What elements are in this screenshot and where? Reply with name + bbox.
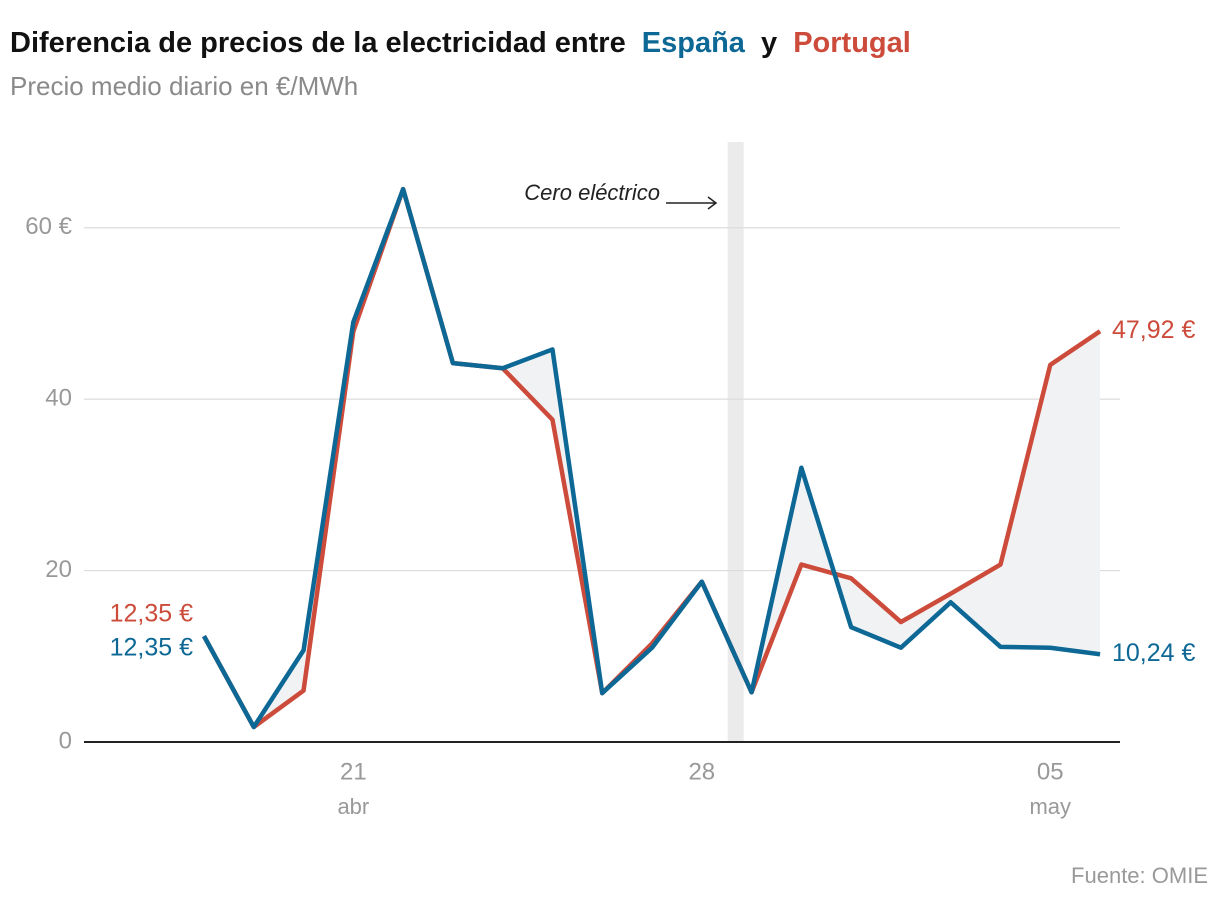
annotation: Cero eléctrico (524, 180, 660, 205)
legend-entry: España (642, 27, 746, 59)
x-tick-sublabel: may (1029, 794, 1071, 819)
value-label: 47,92 € (1112, 316, 1196, 344)
title-text: Diferencia de precios de la electricidad… (10, 27, 626, 59)
chart-subtitle: Precio medio diario en €/MWh (10, 71, 358, 101)
y-tick-label: 60 € (25, 213, 72, 240)
legend-entry: Portugal (793, 27, 911, 59)
y-tick-label: 0 (59, 727, 72, 754)
y-tick-label: 20 (45, 556, 72, 583)
gap-area (204, 189, 1101, 728)
chart-title: Diferencia de precios de la electricidad… (10, 27, 911, 59)
annotation-arrow (666, 196, 718, 210)
x-tick-label: 05 (1037, 758, 1064, 785)
x-tick-label: 28 (688, 758, 715, 785)
x-tick-sublabel: abr (337, 794, 369, 819)
source: Fuente: OMIE (1071, 863, 1208, 888)
highlight-band (727, 142, 744, 742)
value-label: 10,24 € (1112, 639, 1196, 667)
value-label: 12,35 € (110, 634, 194, 662)
series-line (202, 186, 1101, 730)
value-label: 12,35 € (110, 600, 194, 628)
title-text: y (761, 27, 777, 59)
x-tick-label: 21 (340, 758, 367, 785)
y-tick-label: 40 (45, 384, 72, 411)
